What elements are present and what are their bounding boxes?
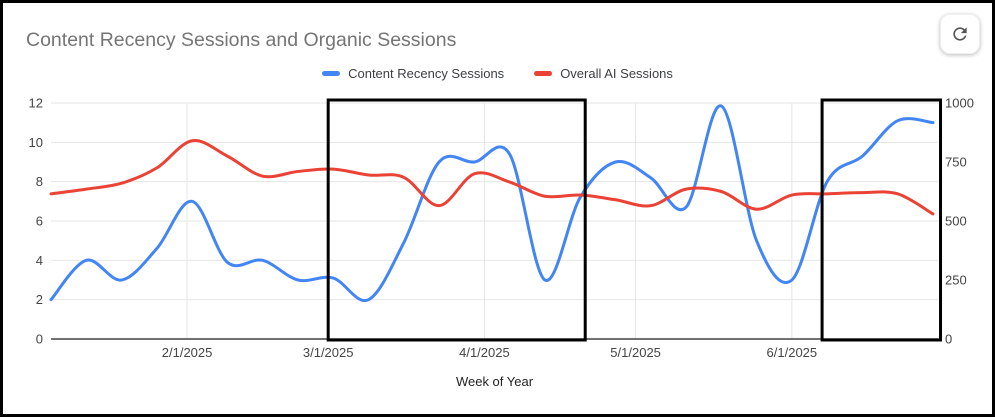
legend-label-overall-ai: Overall AI Sessions bbox=[560, 66, 673, 81]
legend-label-content-recency: Content Recency Sessions bbox=[348, 66, 505, 81]
x-tick-label: 4/1/2025 bbox=[459, 345, 510, 360]
series-line-0 bbox=[49, 104, 935, 303]
x-axis-title: Week of Year bbox=[455, 374, 534, 389]
chart-title: Content Recency Sessions and Organic Ses… bbox=[26, 29, 457, 51]
y-left-tick-label: 8 bbox=[36, 174, 43, 189]
x-tick-label: 3/1/2025 bbox=[303, 345, 354, 360]
y-left-tick-label: 0 bbox=[36, 332, 43, 347]
y-left-tick-label: 4 bbox=[36, 253, 43, 268]
series-line-1 bbox=[49, 139, 935, 216]
legend-swatch-blue bbox=[322, 71, 341, 76]
y-right-tick-label: 1000 bbox=[945, 96, 974, 111]
y-right-tick-label: 0 bbox=[945, 332, 952, 347]
refresh-button[interactable] bbox=[940, 14, 980, 54]
y-left-tick-label: 12 bbox=[29, 96, 43, 111]
y-left-tick-label: 2 bbox=[36, 292, 43, 307]
x-tick-label: 2/1/2025 bbox=[162, 345, 213, 360]
y-left-tick-label: 6 bbox=[36, 214, 43, 229]
highlight-box-1 bbox=[820, 98, 943, 342]
y-right-tick-label: 750 bbox=[945, 155, 967, 170]
legend-item-content-recency: Content Recency Sessions bbox=[322, 66, 504, 81]
refresh-icon bbox=[950, 24, 970, 44]
x-tick-label: 6/1/2025 bbox=[767, 345, 818, 360]
y-left-tick-label: 10 bbox=[29, 135, 43, 150]
x-tick-label: 5/1/2025 bbox=[610, 345, 661, 360]
highlight-box-0 bbox=[326, 98, 587, 342]
y-right-tick-label: 500 bbox=[945, 214, 967, 229]
legend: Content Recency Sessions Overall AI Sess… bbox=[3, 66, 992, 81]
legend-swatch-red bbox=[534, 71, 553, 76]
y-right-tick-label: 250 bbox=[945, 273, 967, 288]
chart-plot: 0 2 4 6 8 10 12 0 250 500 750 1000 2/1/2025 3/1/2025 4… bbox=[29, 96, 974, 361]
legend-item-overall-ai: Overall AI Sessions bbox=[534, 66, 673, 81]
